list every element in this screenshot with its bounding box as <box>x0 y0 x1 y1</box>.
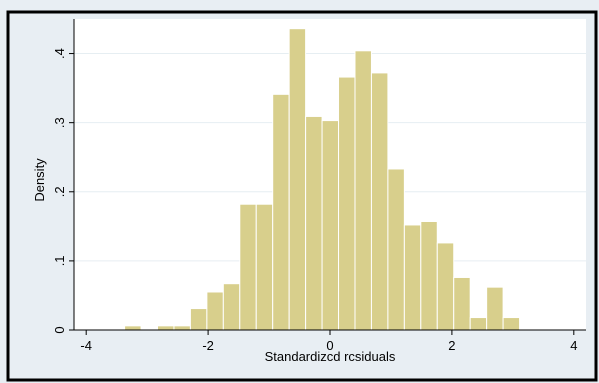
x-tick-label: 4 <box>570 338 577 353</box>
histogram-bar <box>190 309 206 330</box>
y-tick-label: 0 <box>52 326 67 333</box>
histogram-bar <box>487 287 503 330</box>
histogram-bar <box>371 73 387 330</box>
y-tick-label: .3 <box>52 117 67 128</box>
histogram-bar <box>437 243 453 330</box>
y-tick-label: .2 <box>52 186 67 197</box>
histogram-bar <box>470 318 486 330</box>
x-tick-label: 2 <box>448 338 455 353</box>
histogram-bar <box>404 225 420 330</box>
histogram-bar <box>125 326 141 330</box>
y-axis-label: Density <box>32 158 47 202</box>
histogram-bar <box>503 318 519 330</box>
histogram-bar <box>306 116 322 330</box>
histogram-bar <box>421 221 437 330</box>
histogram-bar <box>454 277 470 330</box>
histogram-bar <box>174 326 190 330</box>
histogram-bar <box>207 292 223 330</box>
histogram-bar <box>256 204 272 330</box>
y-tick-label: .1 <box>52 255 67 266</box>
histogram-bar <box>223 284 239 330</box>
y-tick-label: .4 <box>52 48 67 59</box>
histogram-bar <box>289 29 305 330</box>
x-tick-label: -4 <box>80 338 92 353</box>
x-tick-label: -2 <box>202 338 214 353</box>
histogram-bar <box>322 121 338 330</box>
histogram-bar <box>273 94 289 330</box>
histogram-bar <box>158 326 174 330</box>
histogram-bar <box>355 51 371 330</box>
histogram-bar <box>388 169 404 330</box>
x-axis-label: Standardizcd rcsiduals <box>265 349 396 364</box>
histogram-bar <box>240 204 256 330</box>
histogram-bar <box>339 77 355 330</box>
